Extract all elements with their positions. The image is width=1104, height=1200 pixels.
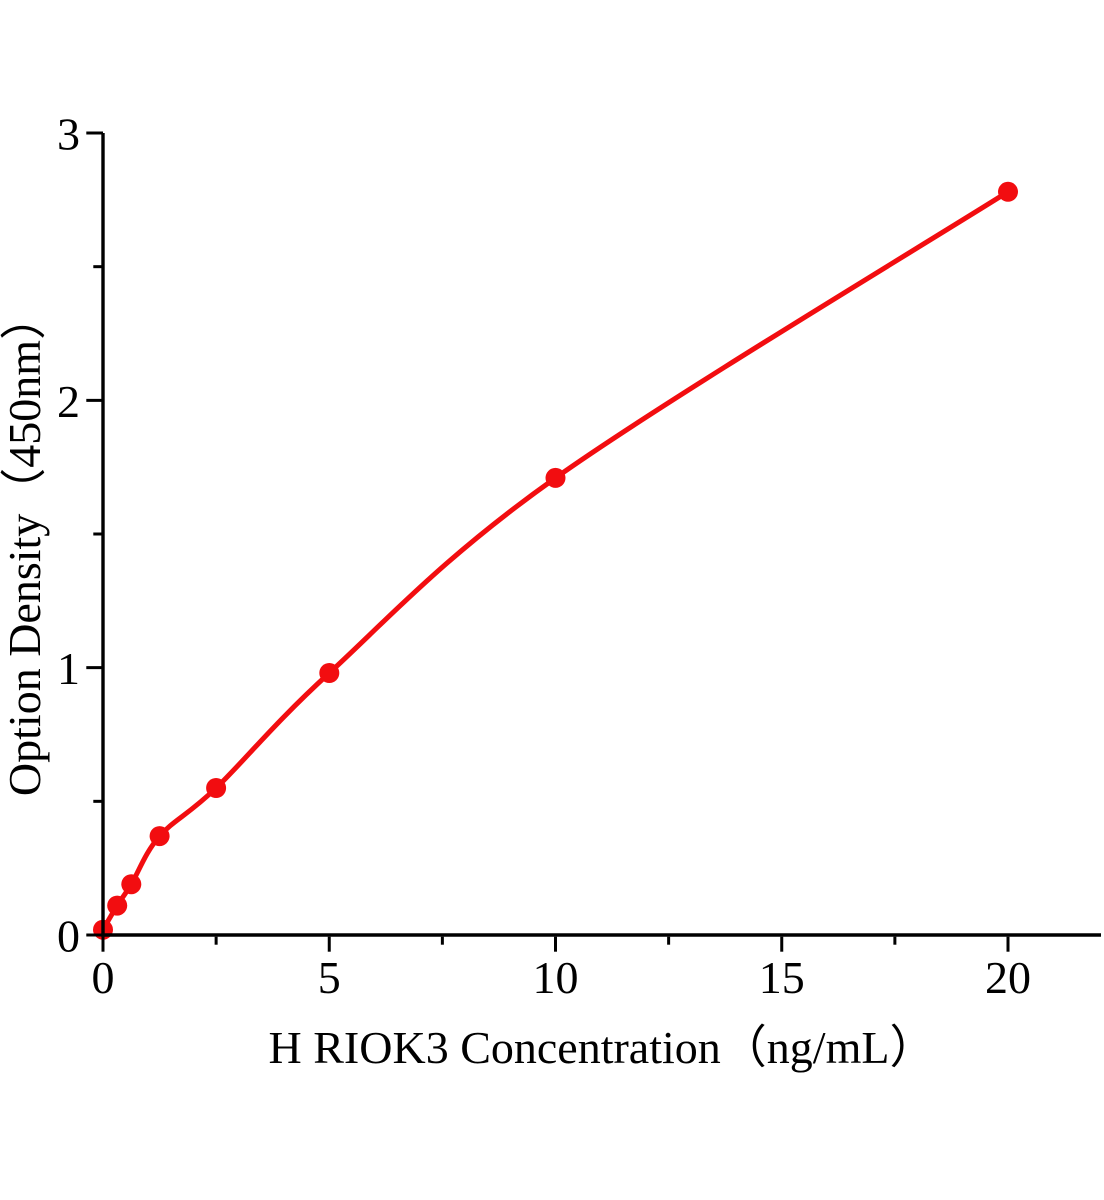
tick-labels-layer: 0 5 10 15 20 0 1 2 3 [57,109,1031,1003]
axes-layer [86,131,1101,952]
data-points-layer [93,181,1018,940]
x-tick-label: 15 [759,952,805,1003]
x-tick-label: 20 [985,952,1031,1003]
x-tick-label: 0 [92,952,115,1003]
y-tick-label: 0 [57,911,80,962]
y-axis-title: Option Density（450nm） [0,294,50,796]
x-axis-title: H RIOK3 Concentration（ng/mL） [269,1022,936,1073]
data-point [545,467,566,488]
data-point [998,181,1018,202]
data-point [121,874,142,895]
x-tick-label: 5 [318,952,341,1003]
y-tick-label: 2 [57,376,80,427]
y-tick-label: 1 [57,643,80,694]
x-tick-label: 10 [533,952,579,1003]
data-point [319,663,340,683]
data-point [107,895,128,916]
data-point [206,778,227,798]
data-point [149,826,170,847]
y-tick-label: 3 [57,109,80,160]
fit-curve-line [100,189,1011,933]
